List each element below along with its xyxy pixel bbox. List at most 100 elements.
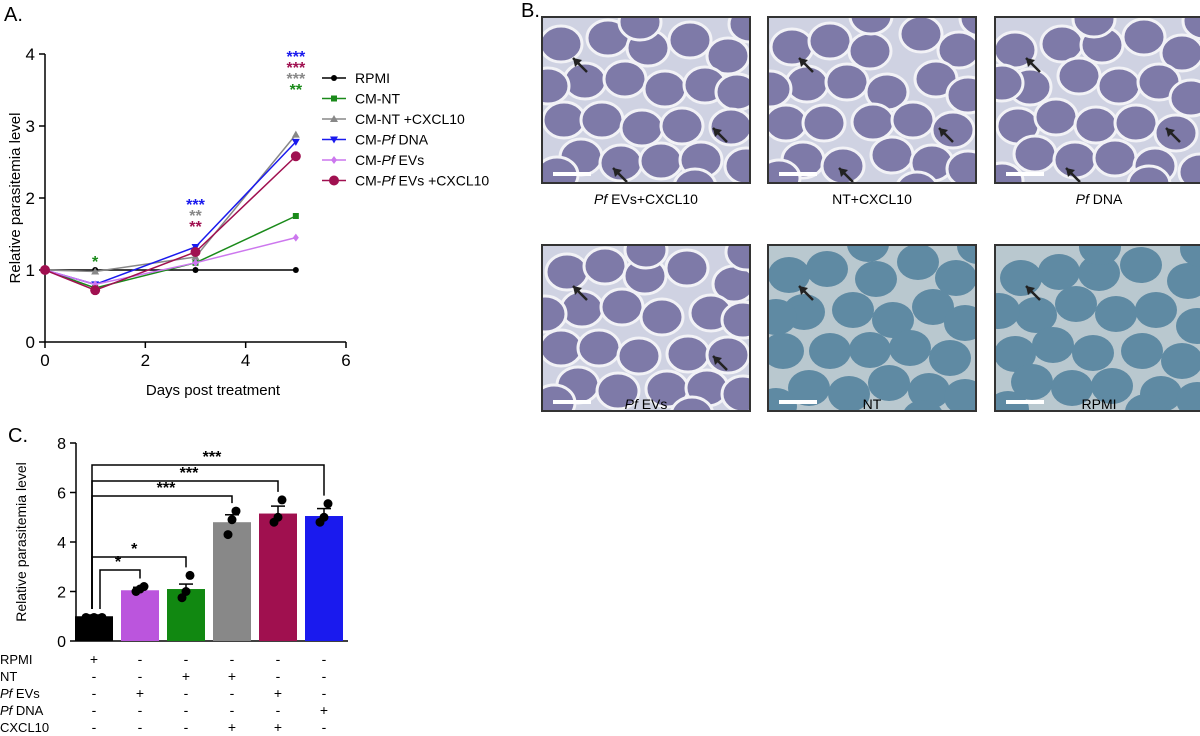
legend-marker [329,175,339,186]
bar [305,516,343,641]
caption-italic: Pf [1075,191,1089,207]
red-blood-cell [996,336,1036,372]
red-blood-cell [1033,97,1079,137]
red-blood-cell [659,106,705,146]
scale-bar [1006,172,1044,176]
red-blood-cell [801,103,847,143]
treatment-symbol: + [90,651,98,667]
micrograph-image [996,246,1200,410]
red-blood-cell [784,64,830,104]
red-blood-cell [543,328,584,368]
micrograph-panel [541,244,751,412]
red-blood-cell [996,63,1025,103]
scale-bar [1006,400,1044,404]
red-blood-cell [1176,308,1200,344]
red-blood-cell [705,36,749,76]
panel-label-a: A. [4,4,23,26]
data-point [292,267,299,273]
red-blood-cell [936,30,975,70]
significance-mark: *** [286,49,305,66]
treatment-symbol: - [322,651,327,667]
legend-marker [331,156,337,164]
arrow-head-icon [1066,168,1075,177]
data-point [97,612,107,622]
y-axis-label: Relative parasitemia level [7,113,24,284]
y-tick-label: 1 [26,261,35,280]
significance-mark: * [131,541,138,558]
red-blood-cell [872,302,914,338]
x-tick-label: 6 [341,351,350,370]
red-blood-cell [1011,364,1053,400]
red-blood-cell [642,69,688,109]
scale-bar [553,400,591,404]
data-point [181,587,191,596]
red-blood-cell [714,72,749,112]
red-blood-cell [769,103,809,143]
significance-mark: ** [189,208,202,225]
treatment-symbol: - [230,702,235,718]
arrow-head-icon [573,286,582,295]
data-point [192,258,199,267]
y-tick-label: 4 [26,45,35,64]
red-blood-cell [935,260,975,296]
micrograph-image [769,18,975,182]
significance-mark: *** [157,480,176,497]
treatment-symbol: - [138,719,143,735]
red-blood-cell [1000,260,1042,296]
red-blood-cell [849,332,891,368]
micrograph-image [543,18,749,182]
red-blood-cell [1120,247,1162,283]
data-point [90,285,101,296]
legend-label: CM-Pf DNA [355,132,429,148]
micrograph-panel [767,244,977,412]
micrograph-image [769,246,975,410]
red-blood-cell [1056,56,1102,96]
treatment-symbol: - [92,702,97,718]
red-blood-cell [769,333,804,369]
red-blood-cell [1177,152,1200,182]
arrow-head-icon [799,286,808,295]
red-blood-cell [806,251,848,287]
red-blood-cell [665,334,711,374]
y-tick-label: 0 [57,634,66,651]
x-axis-label: Days post treatment [146,382,281,399]
red-blood-cell [638,141,684,181]
treatment-symbol: - [322,719,327,735]
row-label: RPMI [0,652,33,667]
red-blood-cell [929,340,971,376]
red-blood-cell [705,335,749,375]
red-blood-cell [904,400,942,410]
data-point [290,151,301,162]
red-blood-cell [912,289,954,325]
micrograph-caption: Pf EVs [546,396,746,412]
significance-bracket [91,495,233,610]
data-point [292,233,299,242]
micrograph-image [543,246,749,410]
treatment-symbol: + [228,719,236,735]
red-blood-cell [1092,138,1138,178]
red-blood-cell [1167,263,1200,299]
red-blood-cell [727,18,749,44]
red-blood-cell [543,100,587,140]
data-point [89,612,99,622]
row-label: Pf EVs [0,686,40,701]
red-blood-cell [720,374,749,410]
red-blood-cell [543,24,584,64]
bar [213,522,251,641]
red-blood-cell [889,330,931,366]
red-blood-cell [944,379,975,410]
caption-text: RPMI [1081,396,1117,412]
red-blood-cell [769,257,810,293]
data-point [291,130,300,138]
significance-mark: *** [180,465,199,482]
red-blood-cell [788,370,830,406]
y-tick-label: 0 [26,333,35,352]
red-blood-cell [828,376,870,410]
treatment-symbol: + [182,668,190,684]
red-blood-cell [809,333,851,369]
significance-mark: *** [286,71,305,88]
treatment-symbol: - [92,719,97,735]
red-blood-cell [1015,297,1057,333]
micrograph-caption: NT+CXCL10 [772,191,972,207]
micrograph-panel [541,16,751,184]
